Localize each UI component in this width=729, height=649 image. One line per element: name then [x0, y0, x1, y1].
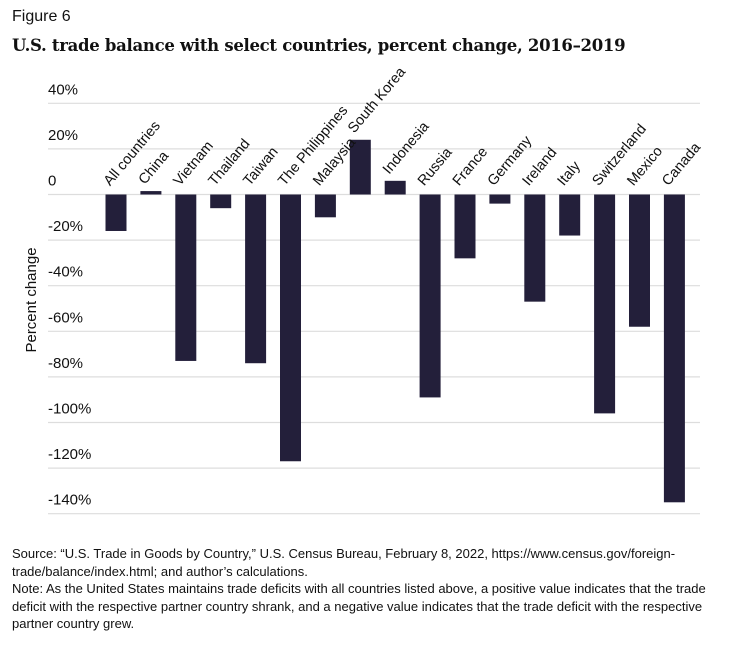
bar [314, 194, 336, 218]
y-axis-label: Percent change [23, 247, 40, 352]
y-tick-label: -120% [48, 446, 91, 463]
y-tick-label: 40% [48, 81, 78, 98]
bar [210, 194, 232, 209]
chart-title: U.S. trade balance with select countries… [12, 36, 626, 55]
y-tick-label: -80% [48, 355, 83, 372]
figure-label: Figure 6 [12, 8, 71, 25]
bar [524, 194, 546, 302]
x-tick-label: Italy [555, 158, 585, 189]
y-tick-label: -40% [48, 264, 83, 281]
bar [629, 194, 650, 327]
bar [489, 194, 511, 204]
bar [594, 194, 616, 414]
x-tick-label: Russia [415, 144, 456, 189]
source-note: Source: “U.S. Trade in Goods by Country,… [12, 546, 676, 579]
bar-chart: 40%20%0-20%-40%-60%-80%-100%-120%-140% A… [23, 64, 705, 515]
explanatory-note: Note: As the United States maintains tra… [12, 581, 706, 631]
bar [140, 191, 162, 195]
bar [559, 194, 581, 236]
x-tick-label: Canada [659, 139, 705, 189]
bar [175, 194, 197, 361]
bar [280, 194, 301, 462]
chart-notes: Source: “U.S. Trade in Goods by Country,… [12, 545, 722, 633]
bar [245, 194, 267, 364]
bar [384, 180, 406, 195]
bar [419, 194, 441, 398]
bar [105, 194, 127, 231]
x-tick-label: South Korea [345, 64, 410, 137]
y-tick-label: -60% [48, 309, 83, 326]
y-tick-label: 0 [48, 173, 56, 190]
x-tick-label: France [450, 144, 491, 189]
bar [663, 194, 685, 503]
y-tick-label: -20% [48, 218, 83, 235]
bar [454, 194, 476, 259]
y-tick-label: 20% [48, 127, 78, 144]
bar [349, 139, 371, 195]
y-tick-label: -100% [48, 401, 91, 418]
y-tick-label: -140% [48, 492, 91, 509]
